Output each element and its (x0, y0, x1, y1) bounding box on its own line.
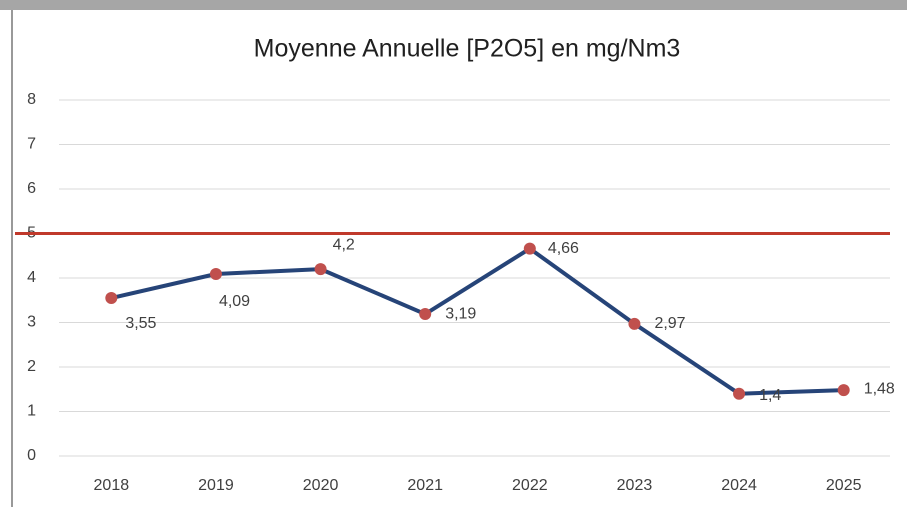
marker (105, 292, 118, 305)
marker (837, 384, 850, 397)
series-line (110, 246, 844, 396)
marker (209, 267, 222, 280)
y-tick-label: 7 (27, 136, 36, 153)
y-tick-label: 1 (27, 403, 36, 420)
x-tick-label: 2020 (303, 477, 339, 494)
x-tick-label: 2021 (407, 477, 443, 494)
x-tick-label: 2025 (826, 477, 862, 494)
marker (314, 263, 327, 276)
marker (523, 242, 536, 255)
x-tick-label: 2023 (617, 477, 653, 494)
y-tick-label: 0 (27, 447, 36, 464)
x-tick-label: 2019 (198, 477, 234, 494)
y-tick-label: 6 (27, 180, 36, 197)
data-label: 4,66 (548, 240, 579, 257)
x-tick-label: 2022 (512, 477, 548, 494)
data-label: 4,09 (219, 293, 250, 310)
marker (419, 308, 432, 321)
data-label: 3,19 (445, 305, 476, 322)
marker (628, 317, 641, 330)
x-tick-label: 2024 (721, 477, 757, 494)
top-bar (0, 0, 907, 10)
data-label: 3,55 (125, 315, 156, 332)
data-label: 2,97 (654, 315, 685, 332)
marker (733, 387, 746, 400)
y-tick-label: 3 (27, 314, 36, 331)
y-tick-label: 4 (27, 269, 36, 286)
y-tick-label: 8 (27, 91, 36, 108)
y-tick-label: 2 (27, 358, 36, 375)
data-label: 1,48 (864, 380, 895, 397)
x-tick-label: 2018 (94, 477, 130, 494)
chart-title: Moyenne Annuelle [P2O5] en mg/Nm3 (254, 35, 681, 63)
data-label: 4,2 (333, 236, 355, 253)
data-label: 1,4 (759, 387, 781, 404)
